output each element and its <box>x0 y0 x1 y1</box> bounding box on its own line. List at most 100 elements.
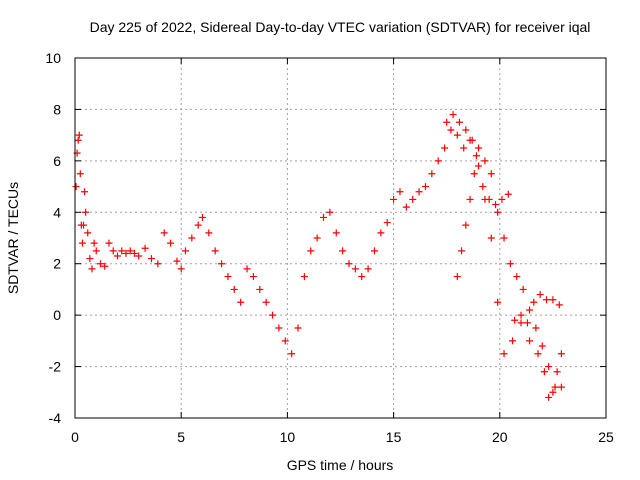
data-point-upper <box>551 383 559 391</box>
data-point-main <box>498 195 506 203</box>
data-point-upper <box>526 306 534 314</box>
data-point-lower <box>470 170 478 178</box>
data-point-main <box>511 316 519 324</box>
data-point-main <box>428 170 436 178</box>
data-point-lower <box>557 383 565 391</box>
data-point-lower <box>458 247 466 255</box>
data-point-lower <box>553 368 561 376</box>
data-point-upper <box>538 342 546 350</box>
data-point-lower <box>509 337 517 345</box>
data-point-main <box>447 126 455 134</box>
data-point-main <box>194 221 202 229</box>
x-tick-label: 5 <box>177 429 185 445</box>
data-point-lower <box>517 319 525 327</box>
data-point-main <box>86 255 94 263</box>
data-point-main <box>81 188 89 196</box>
data-point-main <box>92 247 100 255</box>
y-tick-label: 6 <box>53 153 61 169</box>
data-point-main <box>288 350 296 358</box>
data-point-upper <box>481 157 489 165</box>
data-point-main <box>517 311 525 319</box>
data-point-lower <box>534 350 542 358</box>
data-point-main <box>218 260 226 268</box>
data-point-main <box>109 247 117 255</box>
data-point-main <box>294 324 302 332</box>
data-point-main <box>549 296 557 304</box>
data-point-main <box>523 319 531 327</box>
data-point-lower <box>526 337 534 345</box>
data-point-main <box>90 239 98 247</box>
data-point-main <box>402 203 410 211</box>
data-point-main <box>543 296 551 304</box>
data-point-main <box>256 285 264 293</box>
data-point-main <box>126 247 134 255</box>
data-point-main <box>113 252 121 260</box>
data-point-upper <box>487 170 495 178</box>
data-point-main <box>74 136 82 144</box>
data-point-upper <box>494 208 502 216</box>
data-point-main <box>96 260 104 268</box>
data-point-main <box>351 265 359 273</box>
data-point-upper <box>455 118 463 126</box>
x-tick-label: 15 <box>386 429 402 445</box>
data-point-main <box>472 152 480 160</box>
data-point-main <box>224 273 232 281</box>
data-point-main <box>415 188 423 196</box>
data-point-main <box>147 255 155 263</box>
data-point-main <box>370 247 378 255</box>
data-point-lower <box>500 350 508 358</box>
data-point-main <box>441 144 449 152</box>
data-point-main <box>141 244 149 252</box>
data-point-upper <box>500 234 508 242</box>
data-point-main <box>460 144 468 152</box>
data-point-main <box>130 249 138 257</box>
data-point-upper <box>475 144 483 152</box>
data-point-main <box>173 257 181 265</box>
data-point-main <box>177 265 185 273</box>
data-point-main <box>326 208 334 216</box>
data-point-lower <box>462 221 470 229</box>
data-point-upper <box>462 126 470 134</box>
data-point-lower <box>475 162 483 170</box>
x-tick-label: 0 <box>71 429 79 445</box>
axis-ticks: 0 5 10 15 20 25 -4 -2 0 2 4 6 8 10 <box>45 50 614 445</box>
data-point-main <box>313 234 321 242</box>
data-point-main <box>383 219 391 227</box>
data-point-upper <box>449 111 457 119</box>
data-point-main <box>332 229 340 237</box>
data-point-main <box>181 247 189 255</box>
data-point-main <box>555 301 563 309</box>
x-tick-label: 20 <box>492 429 508 445</box>
data-point-lower <box>545 393 553 401</box>
data-point-main <box>269 311 277 319</box>
data-point-main <box>339 247 347 255</box>
data-point-main <box>536 291 544 299</box>
data-point-main <box>358 273 366 281</box>
data-point-main <box>281 337 289 345</box>
data-point-main <box>345 260 353 268</box>
data-point-main <box>307 247 315 255</box>
data-point-upper <box>532 324 540 332</box>
data-point-upper <box>557 350 565 358</box>
data-point-main <box>377 229 385 237</box>
data-point-main <box>249 273 257 281</box>
data-point-main <box>122 249 130 257</box>
y-tick-label: -4 <box>49 410 62 426</box>
data-point-upper <box>519 285 527 293</box>
data-point-main <box>530 298 538 306</box>
data-point-main <box>390 195 398 203</box>
data-point-main <box>300 273 308 281</box>
data-point-main <box>479 183 487 191</box>
data-point-main <box>262 298 270 306</box>
y-tick-label: -2 <box>49 359 62 375</box>
data-point-main <box>211 247 219 255</box>
data-point-lower <box>487 234 495 242</box>
data-point-upper <box>468 136 476 144</box>
data-point-main <box>188 234 196 242</box>
plot-border <box>74 57 607 419</box>
data-point-upper <box>513 273 521 281</box>
data-points <box>72 111 565 401</box>
y-tick-label: 8 <box>53 101 61 117</box>
data-point-main <box>72 183 80 191</box>
